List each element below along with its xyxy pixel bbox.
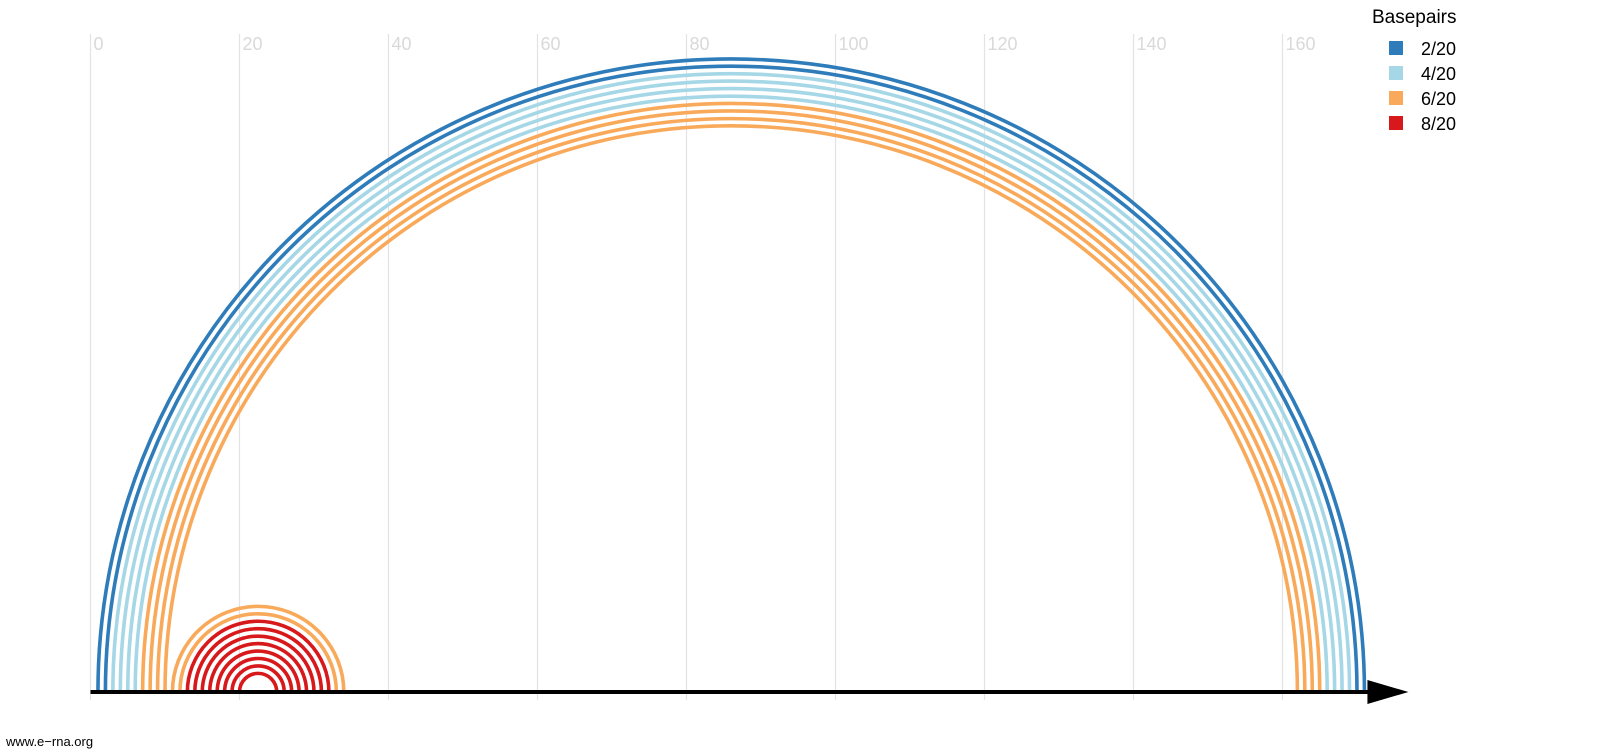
basepair-arc [193, 626, 324, 693]
x-tick-label: 100 [839, 34, 869, 54]
basepair-arc [140, 101, 1322, 693]
legend-title: Basepairs [1372, 7, 1457, 28]
x-tick-label: 20 [243, 34, 263, 54]
axis-arrowhead [1367, 680, 1409, 704]
x-tick-label: 80 [690, 34, 710, 54]
basepair-arc [215, 649, 301, 693]
basepair-arc [230, 664, 286, 693]
x-tick-label: 160 [1286, 34, 1316, 54]
x-tick-label: 40 [392, 34, 412, 54]
basepair-arc [148, 109, 1315, 693]
basepair-arc [111, 71, 1352, 693]
legend-swatch [1389, 116, 1403, 130]
basepair-arc [163, 124, 1300, 693]
source-credit: www.e−rna.org [6, 734, 94, 749]
basepair-arc [237, 671, 279, 693]
legend-swatch [1389, 66, 1403, 80]
basepair-arc [207, 641, 309, 693]
basepair-arc [118, 79, 1344, 693]
legend: Basepairs 2/20 4/20 6/20 8/20 [1372, 7, 1457, 134]
basepair-arc [170, 604, 346, 693]
legend-label: 8/20 [1421, 114, 1456, 134]
legend-swatch [1389, 91, 1403, 105]
basepair-arc [185, 619, 331, 693]
basepair-arc [125, 86, 1337, 693]
arc-layer [96, 57, 1367, 693]
x-tick-label: 140 [1137, 34, 1167, 54]
basepair-arc [103, 64, 1359, 693]
sequence-axis [90, 680, 1409, 704]
grid-lines: 0 20 40 60 80 100 120 140 160 [89, 34, 1316, 700]
basepair-arc [200, 634, 316, 693]
basepair-arc [133, 94, 1329, 693]
legend-label: 2/20 [1421, 39, 1456, 59]
x-tick-label: 0 [94, 34, 104, 54]
x-tick-label: 60 [541, 34, 561, 54]
basepair-arc [222, 656, 294, 693]
legend-label: 4/20 [1421, 64, 1456, 84]
legend-swatch [1389, 41, 1403, 55]
legend-label: 6/20 [1421, 89, 1456, 109]
basepair-arc [178, 611, 339, 693]
basepair-arc [155, 116, 1307, 693]
basepair-arc [96, 57, 1367, 693]
x-tick-label: 120 [988, 34, 1018, 54]
